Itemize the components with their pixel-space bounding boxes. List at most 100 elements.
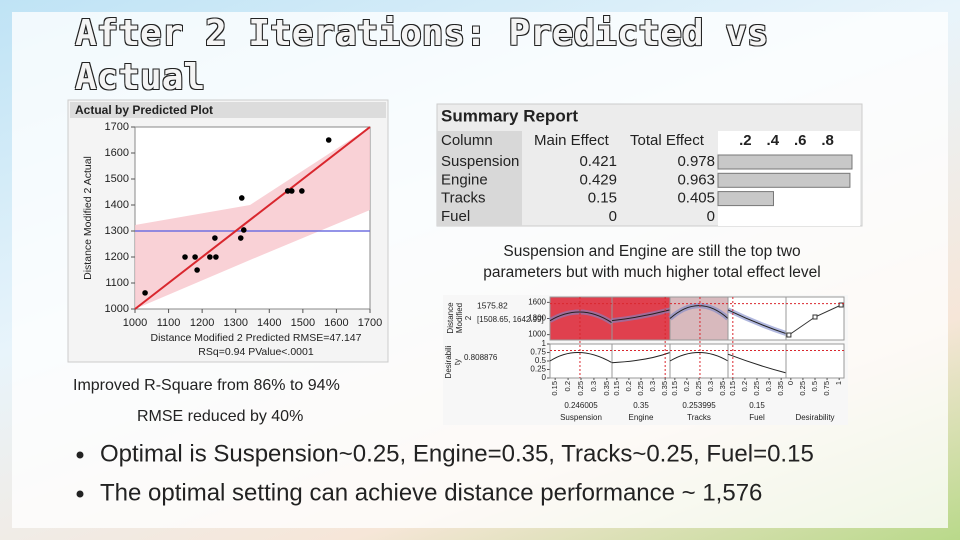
data-point — [212, 235, 218, 241]
bar — [717, 191, 774, 207]
x-tick-label: 0.25 — [694, 381, 703, 396]
desirability-curve — [549, 352, 613, 364]
current-value: 0.246005 — [564, 401, 598, 410]
x-tick-label: 0.15 — [550, 381, 559, 396]
slide-title: After 2 Iterations: Predicted vs Actual — [75, 13, 769, 98]
note: Improved R-Square from 86% to 94% — [73, 377, 340, 394]
profiler-ylabel: ty — [453, 359, 462, 365]
row-label: Tracks — [441, 190, 485, 207]
column-header: Total Effect — [630, 132, 705, 149]
total-effect: 0.963 — [677, 171, 715, 188]
y-tick-label: 1000 — [528, 330, 546, 339]
desirability-panel — [727, 343, 787, 379]
x-tick-label: 0.25 — [752, 381, 761, 396]
profile-curve — [669, 305, 729, 319]
y-tick-label: 0.5 — [535, 356, 547, 365]
factor-name: Fuel — [749, 413, 765, 422]
x-tick-label: 1 — [834, 381, 843, 385]
y-tick-label: 1200 — [105, 251, 129, 263]
x-tick-label: 0.35 — [718, 381, 727, 396]
bar — [717, 172, 851, 188]
data-point — [299, 188, 305, 194]
x-axis-label: Distance Modified 2 Predicted RMSE=47.14… — [151, 332, 362, 344]
factor-name: Suspension — [560, 413, 602, 422]
main-effect: 0 — [609, 208, 617, 225]
x-tick-label: 0.5 — [810, 381, 819, 391]
y-tick-label: 1300 — [528, 314, 546, 323]
plot-header — [70, 102, 386, 118]
x-tick-label: 0.25 — [576, 381, 585, 396]
desirability-curve — [611, 352, 671, 364]
y-tick-label: 1300 — [105, 225, 129, 237]
y-tick-label: 1500 — [105, 173, 129, 185]
profile-curve — [727, 309, 787, 335]
x-tick-label: 0.35 — [660, 381, 669, 396]
current-value: 0.253995 — [682, 401, 716, 410]
desirability-panel — [549, 343, 613, 379]
desirability-curve — [669, 352, 729, 362]
data-point — [237, 235, 244, 241]
x-tick-label: 0.75 — [822, 381, 831, 396]
x-tick-label: 1200 — [190, 317, 214, 329]
factor-name: Engine — [629, 413, 654, 422]
x-tick-label: 0.15 — [728, 381, 737, 396]
x-tick-label: 0 — [786, 381, 795, 385]
x-tick-label: 0.2 — [624, 381, 633, 391]
prediction: 1575.82 — [477, 300, 508, 310]
profiler-ylabel: Modified — [455, 303, 464, 333]
factor-name: Desirability — [795, 413, 834, 422]
data-point — [142, 290, 148, 296]
y-tick-label: 1700 — [105, 121, 129, 133]
x-tick-label: 1300 — [223, 317, 247, 329]
x-tick-label: 0.35 — [776, 381, 785, 396]
data-point — [284, 188, 291, 194]
column-shade — [437, 131, 522, 226]
y-tick-label: 0 — [542, 373, 547, 382]
total-effect: 0 — [707, 208, 715, 225]
x-tick-label: 0.15 — [612, 381, 621, 396]
y-tick-label: 1600 — [528, 297, 546, 306]
bullets — [76, 451, 84, 498]
desirability-value: 0.808876 — [464, 353, 498, 362]
x-tick-label: 0.25 — [798, 381, 807, 396]
x-tick-label: 0.3 — [589, 381, 598, 391]
data-point — [238, 195, 245, 201]
fit-line — [134, 126, 371, 310]
data-point — [207, 254, 213, 260]
desirability-curve — [727, 353, 787, 374]
x-tick-label: .2 — [739, 132, 752, 149]
data-point — [325, 137, 332, 143]
x-tick-label: 0.3 — [706, 381, 715, 391]
x-tick-label: 1500 — [291, 317, 315, 329]
handle — [812, 314, 818, 320]
factor-name: Tracks — [687, 413, 711, 422]
x-tick-label: 0.2 — [563, 381, 572, 391]
x-tick-label: 1600 — [324, 317, 348, 329]
data-point — [182, 254, 188, 260]
y-tick-label: 0.75 — [530, 348, 546, 357]
data-point — [240, 227, 247, 233]
y-tick-label: 1600 — [105, 147, 129, 159]
y-tick-label: 1100 — [105, 277, 129, 289]
interval: [1508.65, 1642.99] — [477, 315, 544, 324]
plot-title: Actual by Predicted Plot — [75, 103, 213, 117]
current-value: 0.35 — [633, 401, 649, 410]
x-tick-label: 1100 — [157, 317, 181, 329]
bullet-text: The optimal setting can achieve distance… — [100, 479, 762, 506]
data-point — [192, 254, 198, 260]
caption: parameters but with much higher total ef… — [483, 264, 820, 281]
profile-panel — [727, 296, 787, 341]
main-effect: 0.421 — [579, 153, 617, 170]
total-effect: 0.978 — [677, 153, 715, 170]
y-tick-label: 1000 — [105, 303, 129, 315]
desirability-panel — [785, 343, 845, 379]
data-point — [194, 267, 200, 273]
desirability-panel — [611, 343, 671, 379]
desirability-panel — [669, 343, 729, 379]
row-label: Suspension — [441, 153, 519, 170]
plot-subtitle: RSq=0.94 PValue<.0001 — [198, 346, 314, 358]
x-tick-label: 1700 — [358, 317, 382, 329]
x-tick-label: 0.35 — [602, 381, 611, 396]
x-tick-label: .8 — [821, 132, 834, 149]
